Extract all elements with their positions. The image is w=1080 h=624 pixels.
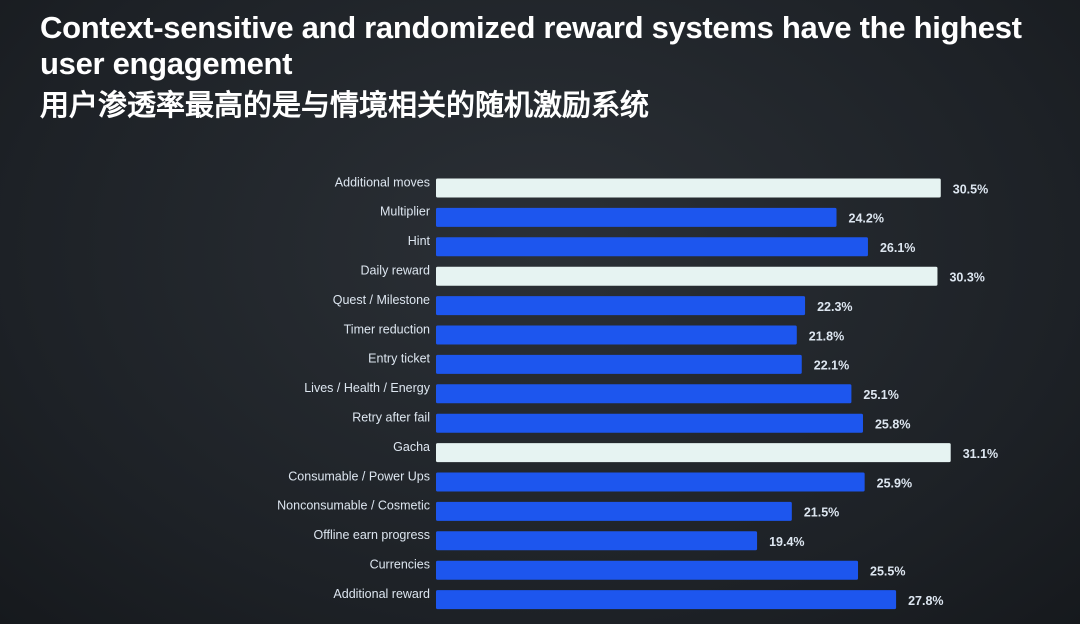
value-label: 30.5% — [953, 182, 988, 196]
bar — [436, 413, 863, 433]
category-label: Consumable / Power Ups — [288, 469, 430, 483]
bar — [436, 266, 938, 286]
category-label: Entry ticket — [368, 352, 430, 366]
value-label: 31.1% — [963, 447, 998, 461]
category-label: Gacha — [393, 440, 430, 454]
value-label: 21.5% — [804, 506, 839, 520]
value-label: 30.3% — [949, 270, 984, 284]
value-label: 21.8% — [809, 329, 844, 343]
category-label: Additional moves — [335, 175, 430, 189]
category-label: Additional reward — [333, 587, 430, 601]
value-label: 25.8% — [875, 417, 910, 431]
bar — [436, 590, 897, 610]
bar — [436, 443, 951, 463]
value-label: 22.3% — [817, 300, 852, 314]
value-label: 25.9% — [877, 476, 912, 490]
value-label: 25.5% — [870, 564, 905, 578]
value-label: 25.1% — [863, 388, 898, 402]
category-label: Currencies — [370, 557, 430, 571]
chart-subtitle: 用户渗透率最高的是与情境相关的随机激励系统 — [40, 90, 650, 122]
category-label: Daily reward — [361, 263, 431, 277]
chart-title: Context-sensitive and randomized reward … — [40, 10, 1022, 81]
bar — [436, 296, 806, 316]
bar — [436, 325, 797, 345]
category-label: Timer reduction — [344, 322, 430, 336]
bar — [436, 178, 941, 198]
bar — [436, 354, 802, 374]
category-label: Nonconsumable / Cosmetic — [277, 499, 430, 513]
value-label: 26.1% — [880, 241, 915, 255]
bar — [436, 207, 837, 227]
value-label: 22.1% — [814, 359, 849, 373]
category-label: Quest / Milestone — [333, 293, 430, 307]
bar — [436, 472, 865, 492]
bar — [436, 531, 758, 551]
category-label: Lives / Health / Energy — [304, 381, 431, 395]
category-label: Retry after fail — [352, 410, 430, 424]
bar — [436, 501, 792, 521]
bar — [436, 237, 868, 257]
bar — [436, 560, 859, 580]
category-label: Hint — [408, 234, 431, 248]
value-label: 27.8% — [908, 594, 943, 608]
category-label: Offline earn progress — [314, 528, 431, 542]
value-label: 24.2% — [849, 212, 884, 226]
bar — [436, 384, 852, 404]
category-label: Multiplier — [380, 205, 430, 219]
value-label: 19.4% — [769, 535, 804, 549]
